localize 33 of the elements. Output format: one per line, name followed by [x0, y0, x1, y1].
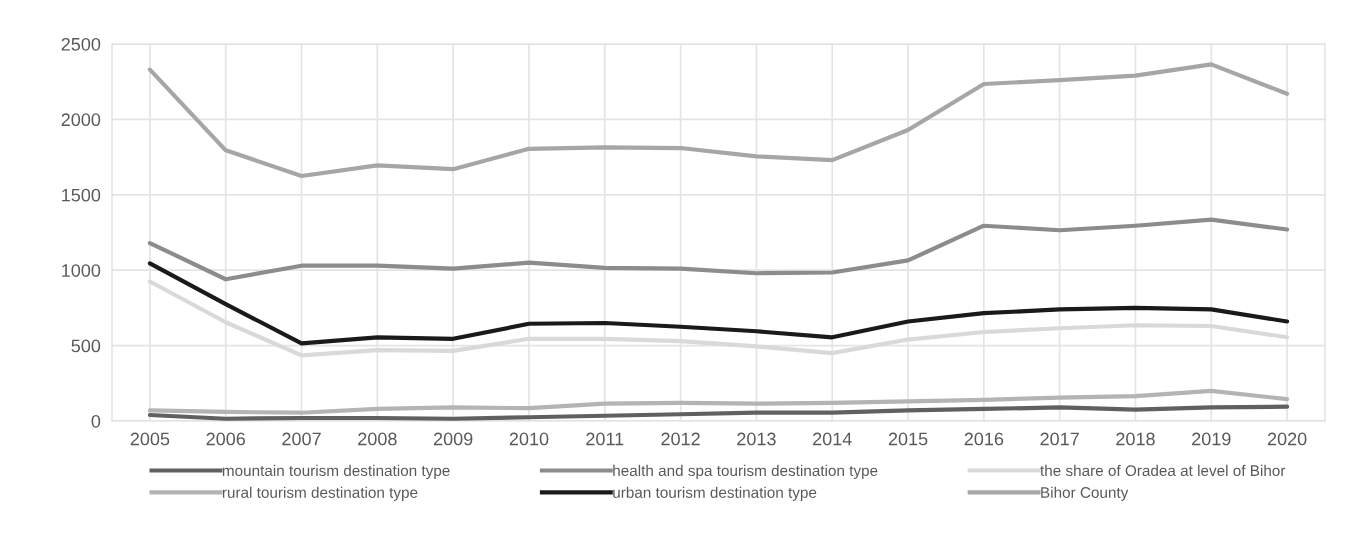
- legend-label: the share of Oradea at level of Bihor: [1040, 464, 1286, 477]
- line-series: [147, 388, 1290, 415]
- x-tick-label: 2019: [1192, 432, 1231, 446]
- x-tick-label: 2012: [661, 432, 700, 446]
- y-tick-label: 0: [91, 414, 101, 428]
- x-tick-label: 2014: [813, 432, 852, 446]
- y-tick-label: 2500: [61, 37, 101, 51]
- x-tick-label: 2013: [737, 432, 776, 446]
- x-tick-label: 2016: [964, 432, 1004, 446]
- y-tick-label: 2000: [61, 113, 101, 127]
- line-series: [147, 217, 1290, 282]
- line-series: [147, 62, 1290, 179]
- x-tick-label: 2017: [1040, 432, 1079, 446]
- legend-label: rural tourism destination type: [222, 486, 418, 501]
- legend-label: health and spa tourism destination type: [613, 464, 878, 480]
- legend-label: urban tourism destination type: [613, 486, 817, 501]
- x-tick-label: 2005: [130, 432, 170, 446]
- x-tick-label: 2011: [586, 432, 624, 446]
- x-tick-label: 2007: [282, 432, 321, 446]
- x-tick-label: 2015: [888, 432, 928, 446]
- y-tick-label: 1500: [62, 188, 101, 202]
- x-tick-label: 2018: [1116, 432, 1155, 446]
- x-tick-label: 2010: [509, 432, 549, 446]
- line-series: [147, 261, 1290, 346]
- legend-label: Bihor County: [1041, 486, 1129, 501]
- y-tick-label: 1000: [62, 264, 101, 277]
- line-series: [147, 404, 1290, 421]
- x-tick-label: 2008: [358, 432, 397, 446]
- y-tick-label: 500: [71, 339, 101, 353]
- x-tick-label: 2020: [1267, 432, 1307, 446]
- legend-label: mountain tourism destination type: [222, 464, 450, 480]
- x-tick-label: 2006: [206, 432, 246, 446]
- x-tick-label: 2009: [433, 432, 473, 446]
